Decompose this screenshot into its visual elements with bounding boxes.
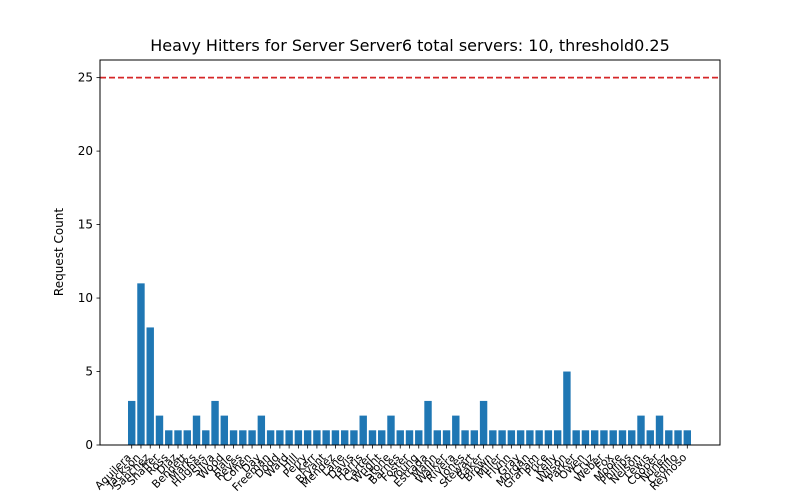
- bar: [276, 430, 284, 445]
- bars-group: [128, 283, 691, 445]
- bar: [655, 415, 664, 445]
- bar: [137, 283, 145, 445]
- bar: [128, 400, 136, 445]
- bar: [674, 430, 682, 445]
- bar: [313, 430, 321, 445]
- y-tick-label: 25: [78, 71, 93, 85]
- bar: [637, 415, 645, 445]
- bar: [229, 430, 238, 445]
- bar: [285, 430, 293, 445]
- bar: [359, 415, 367, 445]
- bar: [192, 415, 201, 445]
- bar: [239, 430, 247, 445]
- bar: [405, 430, 414, 445]
- bar: [303, 430, 312, 445]
- bar: [368, 430, 377, 445]
- bar: [155, 415, 164, 445]
- bar: [220, 415, 229, 445]
- bar: [665, 430, 673, 445]
- bar: [183, 430, 191, 445]
- chart-title: Heavy Hitters for Server Server6 total s…: [150, 36, 670, 55]
- bar: [415, 430, 423, 445]
- bar: [563, 371, 571, 445]
- bar: [424, 400, 432, 445]
- y-tick-label: 5: [85, 365, 93, 379]
- bar: [146, 327, 154, 445]
- bar: [350, 430, 358, 445]
- bar: [433, 430, 441, 445]
- bar: [340, 430, 349, 445]
- bar: [516, 430, 525, 445]
- bar: [618, 430, 627, 445]
- bar: [331, 430, 340, 445]
- bar: [489, 430, 497, 445]
- bar: [322, 430, 330, 445]
- bar: [396, 430, 404, 445]
- bar: [248, 430, 256, 445]
- bar: [470, 430, 479, 445]
- bar: [387, 415, 395, 445]
- bar: [609, 430, 617, 445]
- bar: [544, 430, 553, 445]
- bar: [211, 400, 219, 445]
- bar: [442, 430, 451, 445]
- bar: [590, 430, 599, 445]
- y-axis-label: Request Count: [52, 208, 66, 296]
- bar: [628, 430, 636, 445]
- bar: [600, 430, 608, 445]
- bar: [553, 430, 562, 445]
- bar: [461, 430, 469, 445]
- bar: [572, 430, 580, 445]
- plot-frame: [99, 59, 721, 446]
- y-axis: 0 5 10 15 20 25: [78, 71, 100, 452]
- bar: [683, 430, 691, 445]
- y-tick-label: 20: [78, 144, 93, 158]
- bar: [646, 430, 654, 445]
- bar: [526, 430, 534, 445]
- y-tick-label: 15: [78, 218, 93, 232]
- bar: [378, 430, 386, 445]
- bar: [535, 430, 543, 445]
- bar: [165, 430, 173, 445]
- bar: [266, 430, 275, 445]
- bar: [174, 430, 182, 445]
- bar: [257, 415, 266, 445]
- bar: [498, 430, 506, 445]
- bar: [202, 430, 210, 445]
- bar: [294, 430, 303, 445]
- bar: [452, 415, 460, 445]
- bar: [479, 400, 488, 445]
- bar: [507, 430, 516, 445]
- y-tick-label: 10: [78, 291, 93, 305]
- x-axis: AguileraJacksonSanchezShafferRossDiazBen…: [92, 445, 690, 494]
- bar: [581, 430, 590, 445]
- y-tick-label: 0: [85, 438, 93, 452]
